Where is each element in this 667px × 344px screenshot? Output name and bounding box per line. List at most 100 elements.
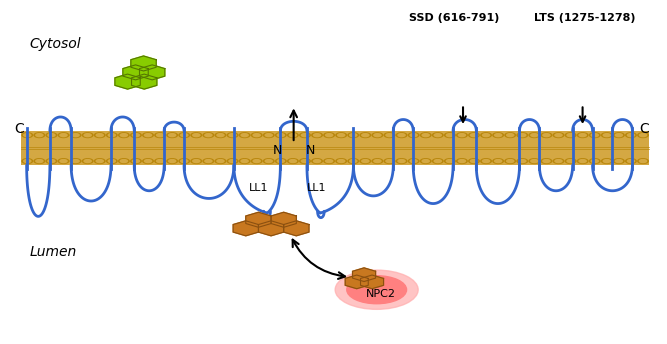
Circle shape [506, 159, 514, 163]
Circle shape [528, 132, 540, 138]
Circle shape [420, 158, 432, 164]
Circle shape [528, 158, 540, 164]
Text: C: C [14, 122, 23, 136]
Circle shape [494, 159, 502, 163]
Circle shape [81, 158, 93, 164]
Circle shape [131, 133, 140, 137]
Circle shape [83, 133, 92, 137]
Circle shape [494, 133, 502, 137]
Circle shape [228, 159, 237, 163]
Circle shape [190, 132, 202, 138]
Circle shape [180, 133, 189, 137]
Circle shape [384, 158, 396, 164]
Circle shape [35, 133, 43, 137]
Circle shape [216, 133, 225, 137]
Circle shape [57, 132, 69, 138]
Circle shape [589, 132, 601, 138]
Circle shape [552, 158, 564, 164]
Circle shape [446, 133, 454, 137]
Circle shape [637, 158, 649, 164]
Text: N: N [273, 144, 282, 157]
Ellipse shape [347, 276, 407, 304]
Circle shape [444, 132, 456, 138]
Circle shape [456, 158, 468, 164]
Circle shape [45, 158, 57, 164]
Circle shape [504, 132, 516, 138]
Circle shape [311, 158, 323, 164]
Circle shape [348, 158, 360, 164]
Circle shape [216, 159, 225, 163]
Ellipse shape [335, 270, 418, 309]
Circle shape [311, 132, 323, 138]
Circle shape [614, 159, 623, 163]
Circle shape [142, 158, 154, 164]
Circle shape [601, 158, 613, 164]
Circle shape [552, 132, 564, 138]
Circle shape [289, 133, 297, 137]
Circle shape [360, 132, 372, 138]
Circle shape [385, 133, 394, 137]
Circle shape [71, 133, 80, 137]
Circle shape [410, 133, 418, 137]
Circle shape [590, 133, 599, 137]
Text: NPC2: NPC2 [366, 289, 396, 299]
Text: N: N [305, 144, 315, 157]
Text: LL1: LL1 [307, 183, 327, 193]
Circle shape [446, 159, 454, 163]
Circle shape [301, 133, 309, 137]
Circle shape [263, 158, 275, 164]
Circle shape [131, 159, 140, 163]
Circle shape [554, 159, 563, 163]
Circle shape [470, 159, 478, 163]
Circle shape [287, 132, 299, 138]
Circle shape [458, 133, 466, 137]
Circle shape [337, 159, 346, 163]
Circle shape [323, 132, 335, 138]
Bar [21, 131, 649, 165]
Text: LTS (1275-1278): LTS (1275-1278) [534, 13, 636, 23]
Circle shape [372, 132, 384, 138]
Circle shape [590, 159, 599, 163]
Text: SSD (616-791): SSD (616-791) [409, 13, 500, 23]
Circle shape [47, 133, 56, 137]
Circle shape [444, 158, 456, 164]
Circle shape [143, 133, 152, 137]
Circle shape [94, 158, 105, 164]
Circle shape [251, 158, 263, 164]
Circle shape [289, 159, 297, 163]
Circle shape [396, 132, 408, 138]
Polygon shape [353, 268, 376, 281]
Circle shape [240, 159, 249, 163]
Circle shape [107, 159, 116, 163]
Circle shape [252, 159, 261, 163]
Circle shape [142, 132, 154, 138]
Circle shape [458, 159, 466, 163]
Circle shape [602, 159, 611, 163]
Circle shape [408, 158, 420, 164]
Circle shape [287, 158, 299, 164]
Circle shape [215, 158, 226, 164]
Circle shape [69, 132, 81, 138]
Circle shape [192, 159, 201, 163]
Circle shape [373, 133, 382, 137]
Text: C: C [639, 122, 648, 136]
Circle shape [542, 133, 551, 137]
Circle shape [227, 158, 239, 164]
Circle shape [21, 132, 33, 138]
Circle shape [578, 133, 587, 137]
Circle shape [228, 133, 237, 137]
Circle shape [468, 132, 480, 138]
Circle shape [602, 133, 611, 137]
Circle shape [143, 159, 152, 163]
Circle shape [45, 132, 57, 138]
Circle shape [81, 132, 93, 138]
Circle shape [482, 159, 490, 163]
Circle shape [154, 158, 166, 164]
Circle shape [325, 159, 334, 163]
Circle shape [166, 132, 178, 138]
Circle shape [625, 158, 637, 164]
Circle shape [178, 132, 190, 138]
Circle shape [361, 159, 370, 163]
Circle shape [277, 159, 285, 163]
Circle shape [275, 158, 287, 164]
